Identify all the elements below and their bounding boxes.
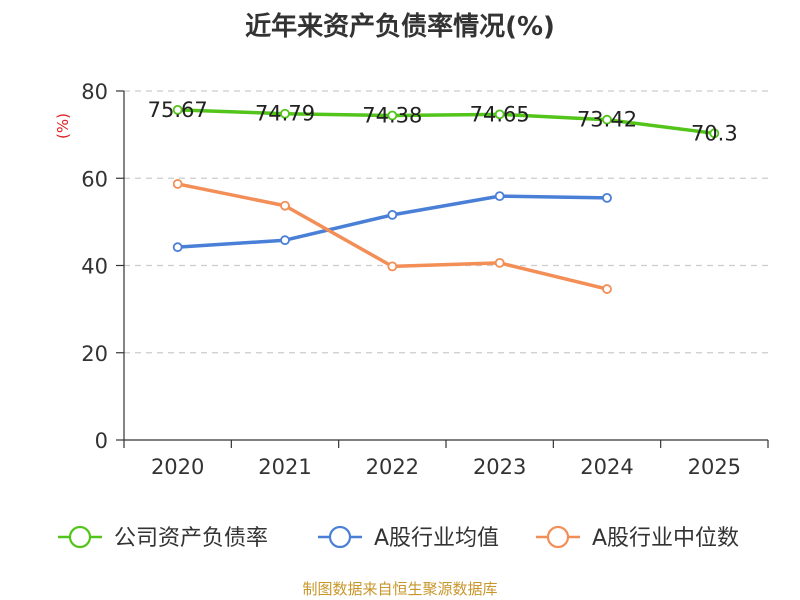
chart-title: 近年来资产负债率情况(%) [245, 12, 555, 42]
data-point-0-2020 [172, 104, 183, 115]
series-line-0 [175, 108, 717, 136]
x-tick-label-2023: 2023 [473, 455, 526, 479]
data-point-0-2024 [602, 114, 612, 125]
x-tick-label-2021: 2021 [258, 455, 311, 479]
data-point-2-2022 [387, 261, 398, 272]
series-line-1 [175, 194, 609, 249]
data-point-0-2022 [387, 110, 398, 121]
data-point-2-2023 [494, 257, 505, 268]
data-label-2024: 73.42 [577, 108, 637, 132]
data-label-2022: 74.38 [362, 104, 422, 128]
data-label-2023: 74.65 [470, 102, 530, 126]
data-point-0-2023 [494, 109, 505, 120]
y-tick-label: 0 [95, 429, 108, 453]
data-point-0-2021 [280, 108, 290, 119]
legend-marker-1 [328, 525, 352, 549]
data-point-0-2025 [709, 128, 720, 139]
data-point-1-2022 [387, 209, 398, 220]
data-point-2-2020 [172, 179, 183, 189]
data-label-2020: 75.67 [148, 98, 208, 122]
legend-label-1: A股行业均值 [374, 526, 499, 551]
data-point-2-2021 [280, 200, 290, 211]
legend-marker-0 [68, 525, 92, 549]
data-label-2021: 74.79 [255, 102, 315, 126]
legend-label-2: A股行业中位数 [592, 526, 739, 551]
legend-marker-2 [546, 525, 570, 549]
x-tick-label-2025: 2025 [688, 455, 741, 479]
data-label-2025: 70.3 [691, 121, 738, 145]
series-line-2 [175, 182, 609, 291]
data-point-1-2023 [494, 191, 505, 202]
x-tick-label-2020: 2020 [151, 455, 204, 479]
y-tick-label: 80 [81, 80, 108, 104]
data-point-1-2024 [602, 192, 612, 203]
data-point-1-2021 [280, 235, 290, 246]
y-tick-label: 60 [81, 167, 108, 191]
source-caption: 制图数据来自恒生聚源数据库 [302, 580, 498, 598]
data-point-2-2024 [602, 284, 612, 294]
x-tick-label-2024: 2024 [580, 455, 633, 479]
y-tick-label: 40 [81, 255, 108, 279]
legend-label-0: 公司资产负债率 [114, 526, 268, 551]
y-axis-label: (%) [54, 113, 72, 139]
y-tick-label: 20 [81, 342, 108, 366]
x-tick-label-2022: 2022 [366, 455, 419, 479]
data-point-1-2020 [172, 242, 183, 253]
